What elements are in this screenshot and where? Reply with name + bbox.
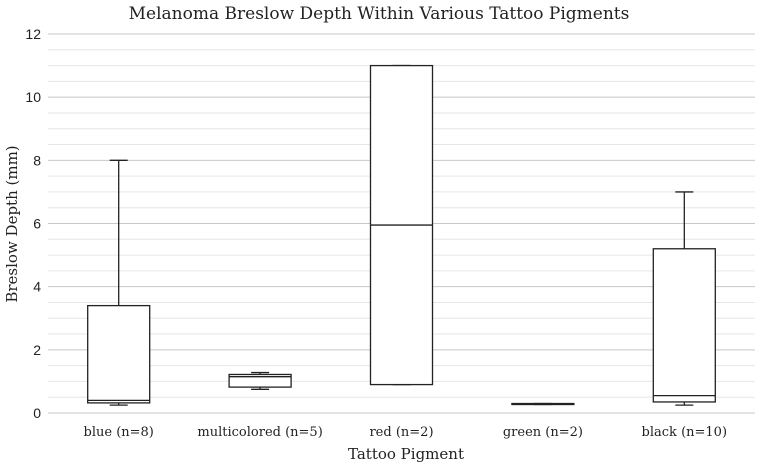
- box-plot-3: [511, 402, 575, 406]
- y-axis-ticks: 0 2 4 6 8 10 12: [25, 26, 41, 421]
- y-tick-label: 12: [25, 26, 41, 42]
- y-tick-label: 8: [33, 152, 41, 168]
- y-tick-label: 6: [33, 216, 41, 232]
- box-plot-2: [369, 64, 434, 386]
- y-tick-label: 4: [33, 279, 41, 295]
- box-iqr: [652, 248, 716, 403]
- box-iqr: [228, 373, 292, 388]
- box-plot-0: [87, 159, 151, 406]
- box-group: [87, 64, 716, 406]
- x-axis-ticks: blue (n=8) multicolored (n=5) red (n=2) gre…: [84, 425, 728, 440]
- box-plot-1: [228, 371, 292, 390]
- y-tick-label: 10: [25, 89, 41, 105]
- chart-title: Melanoma Breslow Depth Within Various Ta…: [129, 4, 630, 24]
- x-tick-label: multicolored (n=5): [197, 425, 322, 440]
- box-plot-4: [652, 191, 716, 406]
- x-tick-label: red (n=2): [369, 425, 433, 440]
- box-iqr: [87, 304, 151, 404]
- x-tick-label: black (n=10): [642, 425, 727, 440]
- y-tick-label: 2: [33, 342, 41, 358]
- x-tick-label: green (n=2): [503, 425, 583, 440]
- y-axis-label: Breslow Depth (mm): [3, 145, 21, 302]
- x-axis-label: Tattoo Pigment: [348, 445, 464, 463]
- y-tick-label: 0: [33, 405, 41, 421]
- x-tick-label: blue (n=8): [84, 425, 154, 440]
